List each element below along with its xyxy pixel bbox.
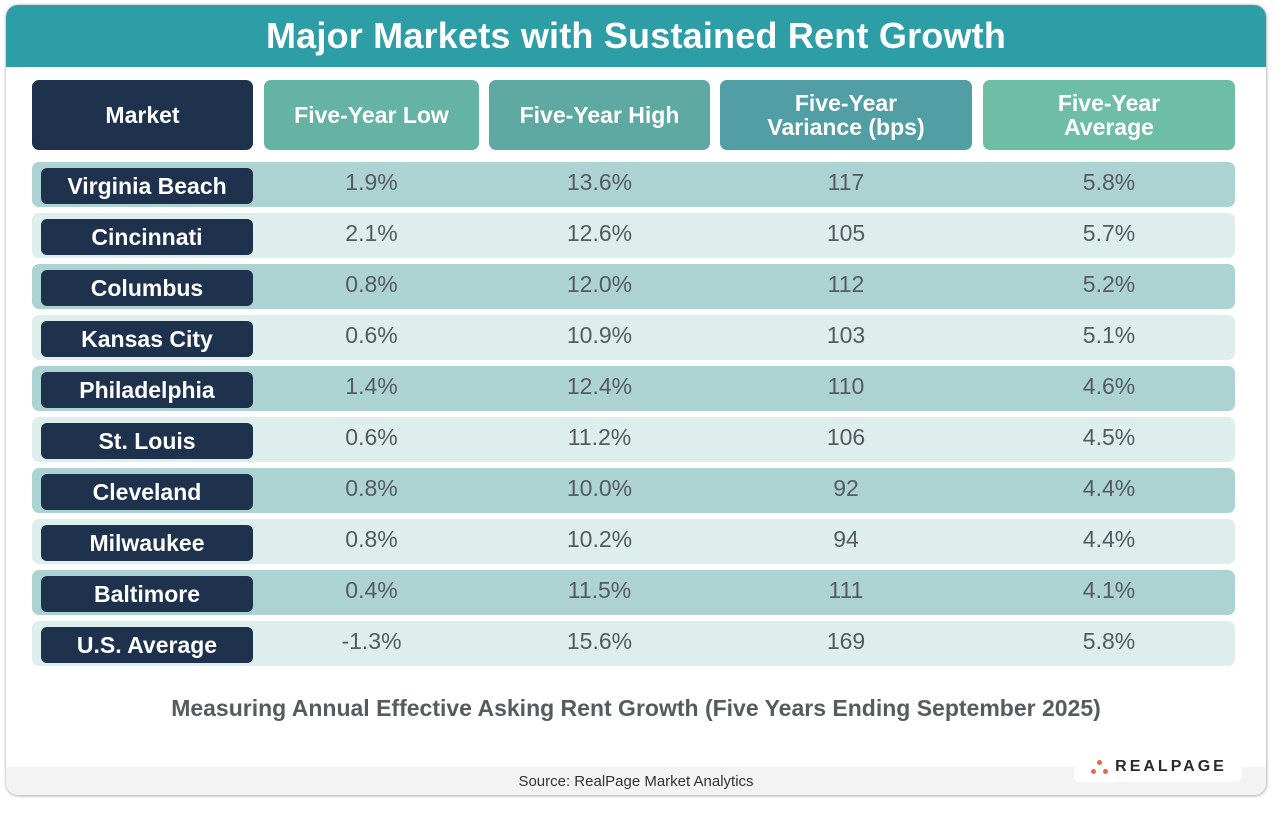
market-label: Kansas City bbox=[41, 321, 253, 357]
table-row: U.S. Average -1.3% 15.6% 169 5.8% bbox=[32, 621, 1235, 666]
realpage-dots-icon bbox=[1089, 759, 1111, 775]
five-year-average-cell: 4.6% bbox=[1082, 372, 1136, 399]
five-year-average-cell: 4.4% bbox=[1082, 525, 1136, 552]
table-row: St. Louis 0.6% 11.2% 106 4.5% bbox=[32, 417, 1235, 462]
five-year-low-cell: 0.8% bbox=[345, 525, 398, 552]
column-header-average-label: Five-Year Average bbox=[1058, 91, 1160, 139]
five-year-low-cell: -1.3% bbox=[341, 627, 402, 654]
column-header-five-year-high: Five-Year High bbox=[489, 80, 710, 150]
five-year-variance-cell: 105 bbox=[826, 219, 866, 246]
five-year-average-cell: 4.4% bbox=[1082, 474, 1136, 501]
five-year-variance-cell: 110 bbox=[827, 372, 865, 399]
five-year-low-cell: 1.4% bbox=[345, 372, 398, 399]
market-label: Philadelphia bbox=[41, 372, 253, 408]
five-year-variance-cell: 94 bbox=[833, 525, 859, 552]
table-row: Cincinnati 2.1% 12.6% 105 5.7% bbox=[32, 213, 1235, 258]
column-header-high-label: Five-Year High bbox=[519, 102, 680, 128]
five-year-variance-cell: 106 bbox=[826, 423, 866, 450]
table-row: Cleveland 0.8% 10.0% 92 4.4% bbox=[32, 468, 1235, 513]
five-year-high-cell: 12.6% bbox=[566, 219, 633, 246]
table-row: Milwaukee 0.8% 10.2% 94 4.4% bbox=[32, 519, 1235, 564]
five-year-high-cell: 10.9% bbox=[566, 321, 633, 348]
five-year-high-cell: 11.2% bbox=[567, 423, 632, 450]
five-year-variance-cell: 112 bbox=[827, 270, 865, 297]
five-year-high-cell: 15.6% bbox=[566, 627, 633, 654]
five-year-low-cell: 0.8% bbox=[345, 270, 398, 297]
market-label: Milwaukee bbox=[41, 525, 253, 561]
five-year-average-cell: 4.1% bbox=[1082, 576, 1136, 603]
five-year-average-cell: 5.7% bbox=[1082, 219, 1136, 246]
five-year-high-cell: 10.2% bbox=[566, 525, 633, 552]
column-header-five-year-variance: Five-Year Variance (bps) bbox=[720, 80, 972, 150]
chart-title: Major Markets with Sustained Rent Growth bbox=[6, 5, 1266, 67]
chart-subtitle: Measuring Annual Effective Asking Rent G… bbox=[171, 695, 1101, 721]
column-header-market: Market bbox=[32, 80, 253, 150]
market-label: Columbus bbox=[41, 270, 253, 306]
table-row: Columbus 0.8% 12.0% 112 5.2% bbox=[32, 264, 1235, 309]
market-label: Cincinnati bbox=[41, 219, 253, 255]
variance-label-line1: Five-Year bbox=[794, 90, 898, 116]
five-year-high-cell: 13.6% bbox=[566, 168, 633, 195]
source-note: Source: RealPage Market Analytics bbox=[518, 772, 754, 790]
average-label-line2: Average bbox=[1064, 114, 1154, 140]
five-year-low-cell: 0.6% bbox=[345, 423, 398, 450]
realpage-logo: REALPAGE bbox=[1074, 752, 1242, 782]
logo-text: REALPAGE bbox=[1115, 758, 1227, 775]
five-year-low-cell: 2.1% bbox=[345, 219, 398, 246]
five-year-average-cell: 5.8% bbox=[1082, 168, 1136, 195]
column-header-five-year-average: Five-Year Average bbox=[983, 80, 1235, 150]
average-label-line1: Five-Year bbox=[1057, 90, 1161, 116]
five-year-high-cell: 11.5% bbox=[567, 576, 632, 603]
five-year-low-cell: 0.4% bbox=[345, 576, 398, 603]
variance-label-line2: Variance (bps) bbox=[767, 114, 925, 140]
market-label: Cleveland bbox=[41, 474, 253, 510]
footer: Source: RealPage Market Analytics bbox=[6, 767, 1266, 795]
table-row: Virginia Beach 1.9% 13.6% 117 5.8% bbox=[32, 162, 1235, 207]
five-year-average-cell: 5.2% bbox=[1082, 270, 1136, 297]
five-year-average-cell: 5.1% bbox=[1082, 321, 1136, 348]
five-year-low-cell: 1.9% bbox=[345, 168, 398, 195]
market-label: St. Louis bbox=[41, 423, 253, 459]
column-header-low-label: Five-Year Low bbox=[294, 102, 449, 128]
five-year-variance-cell: 169 bbox=[826, 627, 866, 654]
market-label: Baltimore bbox=[41, 576, 253, 612]
five-year-low-cell: 0.8% bbox=[345, 474, 398, 501]
table-body: Virginia Beach 1.9% 13.6% 117 5.8% Cincinnati… bbox=[32, 162, 1235, 672]
column-header-market-label: Market bbox=[105, 102, 180, 128]
five-year-high-cell: 12.0% bbox=[566, 270, 633, 297]
five-year-variance-cell: 92 bbox=[833, 474, 859, 501]
market-label: Virginia Beach bbox=[41, 168, 253, 204]
five-year-average-cell: 4.5% bbox=[1082, 423, 1136, 450]
five-year-average-cell: 5.8% bbox=[1082, 627, 1136, 654]
table-row: Baltimore 0.4% 11.5% 111 4.1% bbox=[32, 570, 1235, 615]
table-row: Kansas City 0.6% 10.9% 103 5.1% bbox=[32, 315, 1235, 360]
five-year-low-cell: 0.6% bbox=[345, 321, 398, 348]
column-header-five-year-low: Five-Year Low bbox=[264, 80, 479, 150]
market-label: U.S. Average bbox=[41, 627, 253, 663]
five-year-high-cell: 12.4% bbox=[566, 372, 633, 399]
column-header-variance-label: Five-Year Variance (bps) bbox=[767, 91, 924, 139]
table-row: Philadelphia 1.4% 12.4% 110 4.6% bbox=[32, 366, 1235, 411]
infographic-frame: Major Markets with Sustained Rent Growth… bbox=[6, 5, 1266, 795]
five-year-high-cell: 10.0% bbox=[566, 474, 633, 501]
five-year-variance-cell: 117 bbox=[827, 168, 865, 195]
five-year-variance-cell: 103 bbox=[826, 321, 866, 348]
five-year-variance-cell: 111 bbox=[828, 576, 864, 603]
